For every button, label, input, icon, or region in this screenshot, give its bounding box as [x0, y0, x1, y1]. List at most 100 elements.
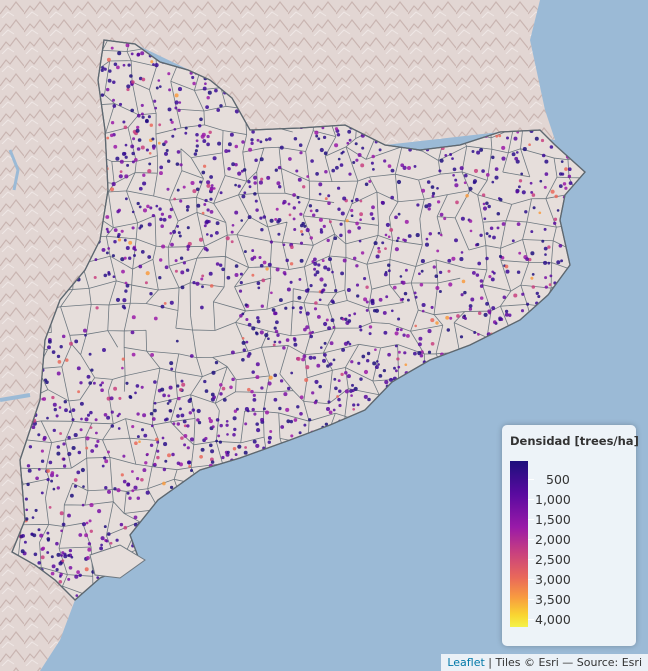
density-point	[534, 136, 539, 141]
density-point	[267, 440, 272, 444]
density-point	[175, 162, 180, 166]
density-point	[162, 467, 167, 472]
density-point	[67, 513, 71, 518]
density-point	[74, 339, 79, 344]
density-point	[173, 127, 177, 131]
density-point	[318, 298, 322, 302]
density-point	[153, 462, 157, 466]
density-point	[62, 457, 66, 461]
density-point	[477, 333, 480, 336]
density-point	[89, 426, 93, 429]
density-point	[511, 239, 515, 243]
density-point	[251, 407, 255, 412]
density-point	[331, 168, 336, 173]
density-point	[124, 281, 128, 285]
density-point	[320, 290, 324, 294]
density-point	[180, 285, 185, 290]
density-point	[219, 191, 223, 195]
density-point	[415, 233, 420, 238]
density-point	[491, 306, 496, 311]
density-point	[461, 279, 466, 284]
density-point	[248, 147, 253, 152]
density-point	[454, 183, 459, 188]
density-point	[397, 212, 401, 216]
density-point	[137, 138, 142, 142]
density-point	[299, 151, 303, 155]
map-attribution: Leaflet | Tiles © Esri — Source: Esri	[441, 654, 648, 671]
density-point	[99, 546, 104, 551]
density-point	[337, 207, 341, 211]
density-point	[360, 251, 365, 255]
density-point	[558, 184, 563, 188]
density-point	[140, 385, 144, 389]
density-point	[404, 363, 408, 367]
density-point	[165, 417, 169, 421]
density-point	[166, 187, 170, 191]
density-point	[85, 556, 90, 560]
density-point	[366, 351, 371, 356]
density-point	[126, 87, 130, 92]
density-point	[247, 387, 251, 392]
density-point	[550, 189, 555, 194]
density-point	[355, 264, 359, 268]
density-point	[315, 134, 319, 138]
density-point	[105, 215, 110, 219]
density-point	[293, 227, 297, 232]
density-point	[201, 285, 204, 289]
density-point	[370, 161, 374, 165]
density-point	[459, 166, 464, 171]
density-point	[341, 317, 345, 321]
density-point	[169, 118, 173, 122]
density-point	[90, 449, 95, 453]
density-point	[106, 230, 110, 234]
density-point	[464, 317, 467, 320]
density-point	[117, 51, 122, 56]
density-point	[448, 282, 453, 287]
density-point	[267, 137, 272, 141]
density-point	[297, 295, 302, 300]
density-point	[420, 269, 424, 273]
density-point	[517, 185, 521, 189]
density-point	[56, 451, 61, 456]
density-point	[131, 80, 135, 84]
density-point	[375, 360, 379, 363]
density-point	[195, 132, 199, 137]
density-point	[136, 496, 141, 500]
density-point	[118, 412, 121, 416]
density-point	[305, 311, 310, 316]
density-point	[460, 251, 464, 254]
density-point	[333, 236, 338, 241]
density-point	[217, 434, 221, 438]
density-point	[26, 482, 30, 487]
density-point	[204, 82, 207, 86]
density-point	[200, 277, 204, 281]
density-point	[157, 141, 161, 145]
density-point	[243, 191, 247, 195]
density-point	[299, 395, 304, 400]
density-point	[314, 130, 319, 135]
density-point	[288, 157, 292, 161]
density-point	[124, 197, 128, 201]
density-point	[158, 207, 162, 211]
density-point	[126, 491, 130, 495]
density-point	[167, 453, 171, 458]
density-point	[367, 397, 371, 402]
density-point	[239, 281, 243, 285]
density-point	[210, 449, 215, 454]
density-point	[311, 391, 315, 395]
density-point	[264, 138, 269, 142]
density-point	[309, 284, 313, 288]
density-point	[189, 468, 194, 473]
density-point	[151, 213, 156, 218]
density-point	[131, 352, 136, 357]
relief-shading	[0, 0, 555, 671]
density-point	[255, 362, 260, 367]
density-point	[299, 306, 303, 310]
density-point	[85, 436, 90, 441]
leaflet-link[interactable]: Leaflet	[447, 656, 485, 669]
density-point	[183, 433, 188, 438]
density-point	[329, 362, 333, 366]
density-point	[32, 533, 37, 538]
density-point	[97, 509, 102, 514]
